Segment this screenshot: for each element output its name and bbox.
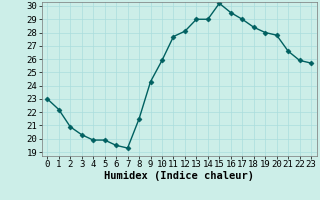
X-axis label: Humidex (Indice chaleur): Humidex (Indice chaleur) [104,171,254,181]
